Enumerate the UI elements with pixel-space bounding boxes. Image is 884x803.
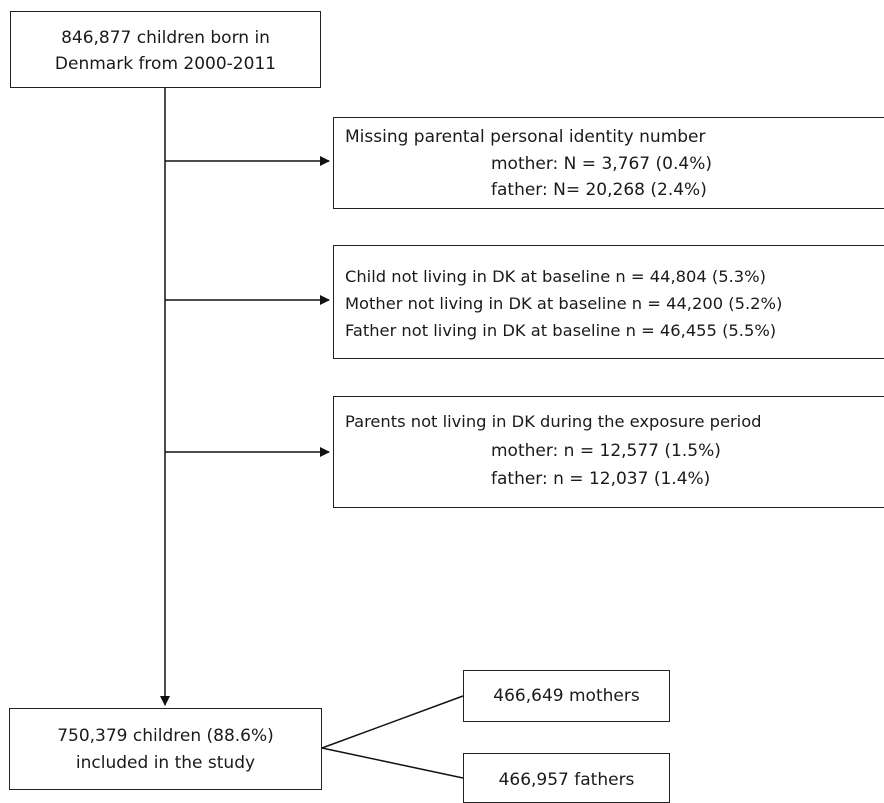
exclusion-box-not-living-baseline: Child not living in DK at baseline n = 4… [333,245,884,359]
split-line-fathers [321,747,464,779]
exclusion-2-child: Child not living in DK at baseline n = 4… [345,267,766,286]
final-box-line-1: 750,379 children (88.6%) [57,726,274,746]
split-line-mothers [321,695,464,749]
exclusion-3-mother: mother: n = 12,577 (1.5%) [491,441,721,461]
mothers-box: 466,649 mothers [463,670,670,722]
final-cohort-box: 750,379 children (88.6%) included in the… [9,708,322,790]
mothers-label: 466,649 mothers [493,686,640,706]
exclusion-2-mother: Mother not living in DK at baseline n = … [345,294,783,313]
exclusion-box-exposure-period: Parents not living in DK during the expo… [333,396,884,508]
fathers-box: 466,957 fathers [463,753,670,803]
fathers-label: 466,957 fathers [498,770,635,790]
final-box-line-2: included in the study [75,753,256,773]
start-box: 846,877 children born in Denmark from 20… [10,11,321,88]
exclusion-1-title: Missing parental personal identity numbe… [345,127,706,147]
start-box-line-2: Denmark from 2000-2011 [54,54,277,74]
exclusion-box-missing-id: Missing parental personal identity numbe… [333,117,884,209]
exclusion-3-title: Parents not living in DK during the expo… [345,412,762,431]
exclusion-3-father: father: n = 12,037 (1.4%) [491,469,711,489]
exclusion-1-father: father: N= 20,268 (2.4%) [491,180,707,200]
exclusion-2-father: Father not living in DK at baseline n = … [345,321,777,340]
exclusion-1-mother: mother: N = 3,767 (0.4%) [491,154,712,174]
start-box-line-1: 846,877 children born in [61,28,270,48]
